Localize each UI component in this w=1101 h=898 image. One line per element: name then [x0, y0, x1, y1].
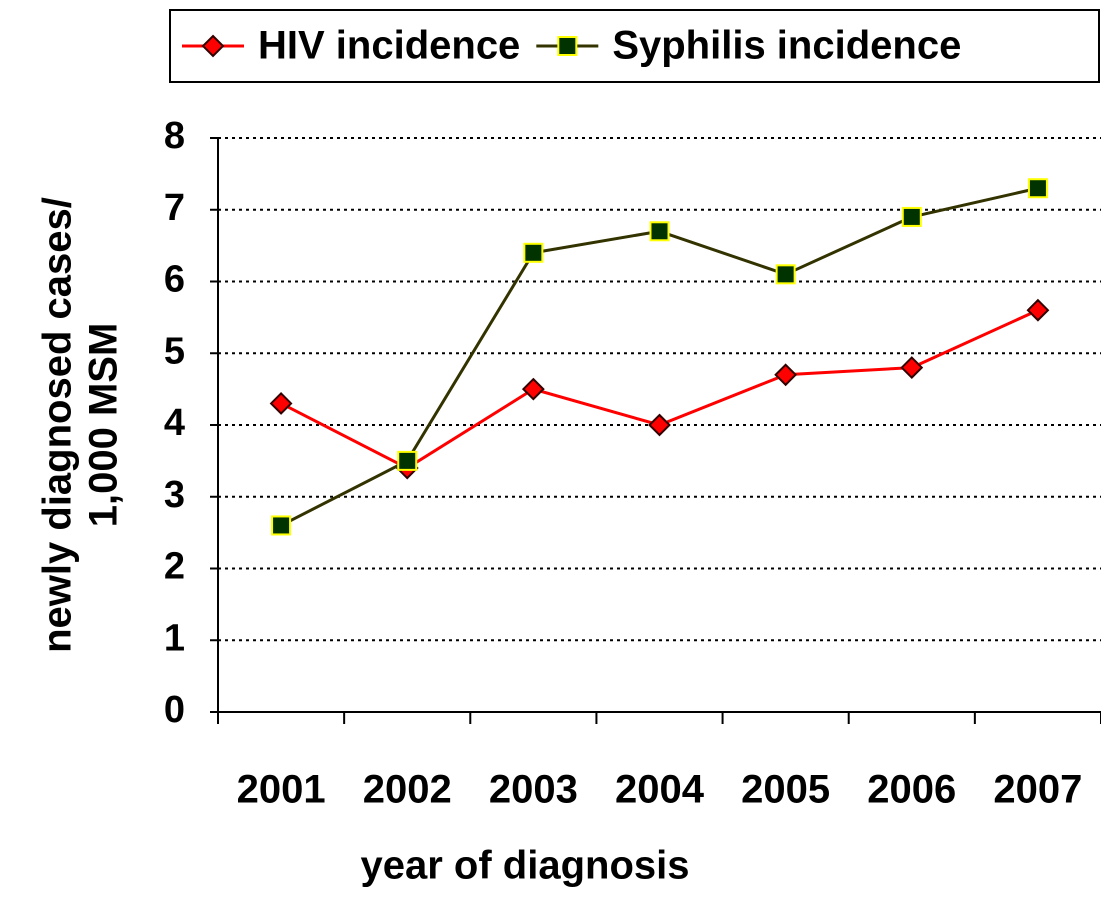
- y-axis-title: newly diagnosed cases/: [36, 197, 80, 653]
- y-tick-label: 5: [164, 330, 185, 372]
- marker: [271, 515, 292, 536]
- marker: [201, 34, 225, 58]
- x-tick-label: 2006: [867, 768, 956, 812]
- marker: [648, 413, 671, 437]
- marker: [269, 392, 293, 415]
- series-line: [280, 308, 1039, 470]
- x-tick-label: 2003: [489, 768, 578, 812]
- marker: [900, 356, 924, 380]
- x-tick-label: 2004: [615, 768, 705, 812]
- y-tick-label: 0: [164, 689, 185, 731]
- marker: [901, 206, 922, 227]
- marker: [521, 377, 545, 401]
- x-tick-label: 2002: [363, 768, 452, 812]
- x-axis-title: year of diagnosis: [361, 844, 690, 888]
- marker: [397, 450, 418, 471]
- legend-label: HIV incidence: [258, 24, 520, 68]
- y-tick-label: 8: [164, 115, 185, 157]
- legend-label: Syphilis incidence: [612, 24, 961, 68]
- y-tick-label: 4: [164, 402, 185, 444]
- y-tick-label: 6: [164, 259, 185, 301]
- marker: [523, 242, 544, 263]
- marker: [649, 221, 670, 242]
- y-tick-label: 7: [164, 187, 185, 229]
- marker: [1027, 178, 1048, 199]
- marker: [557, 36, 578, 56]
- y-axis-title: 1,000 MSM: [82, 323, 126, 528]
- marker: [775, 264, 796, 285]
- x-tick-label: 2007: [993, 768, 1082, 812]
- marker: [774, 363, 798, 387]
- x-tick-label: 2005: [741, 768, 830, 812]
- legend-box: [169, 9, 1100, 83]
- y-tick-label: 3: [164, 474, 185, 516]
- x-tick-label: 2001: [237, 768, 326, 812]
- y-tick-label: 1: [164, 617, 185, 659]
- y-tick-label: 2: [164, 546, 185, 588]
- marker: [1026, 298, 1050, 322]
